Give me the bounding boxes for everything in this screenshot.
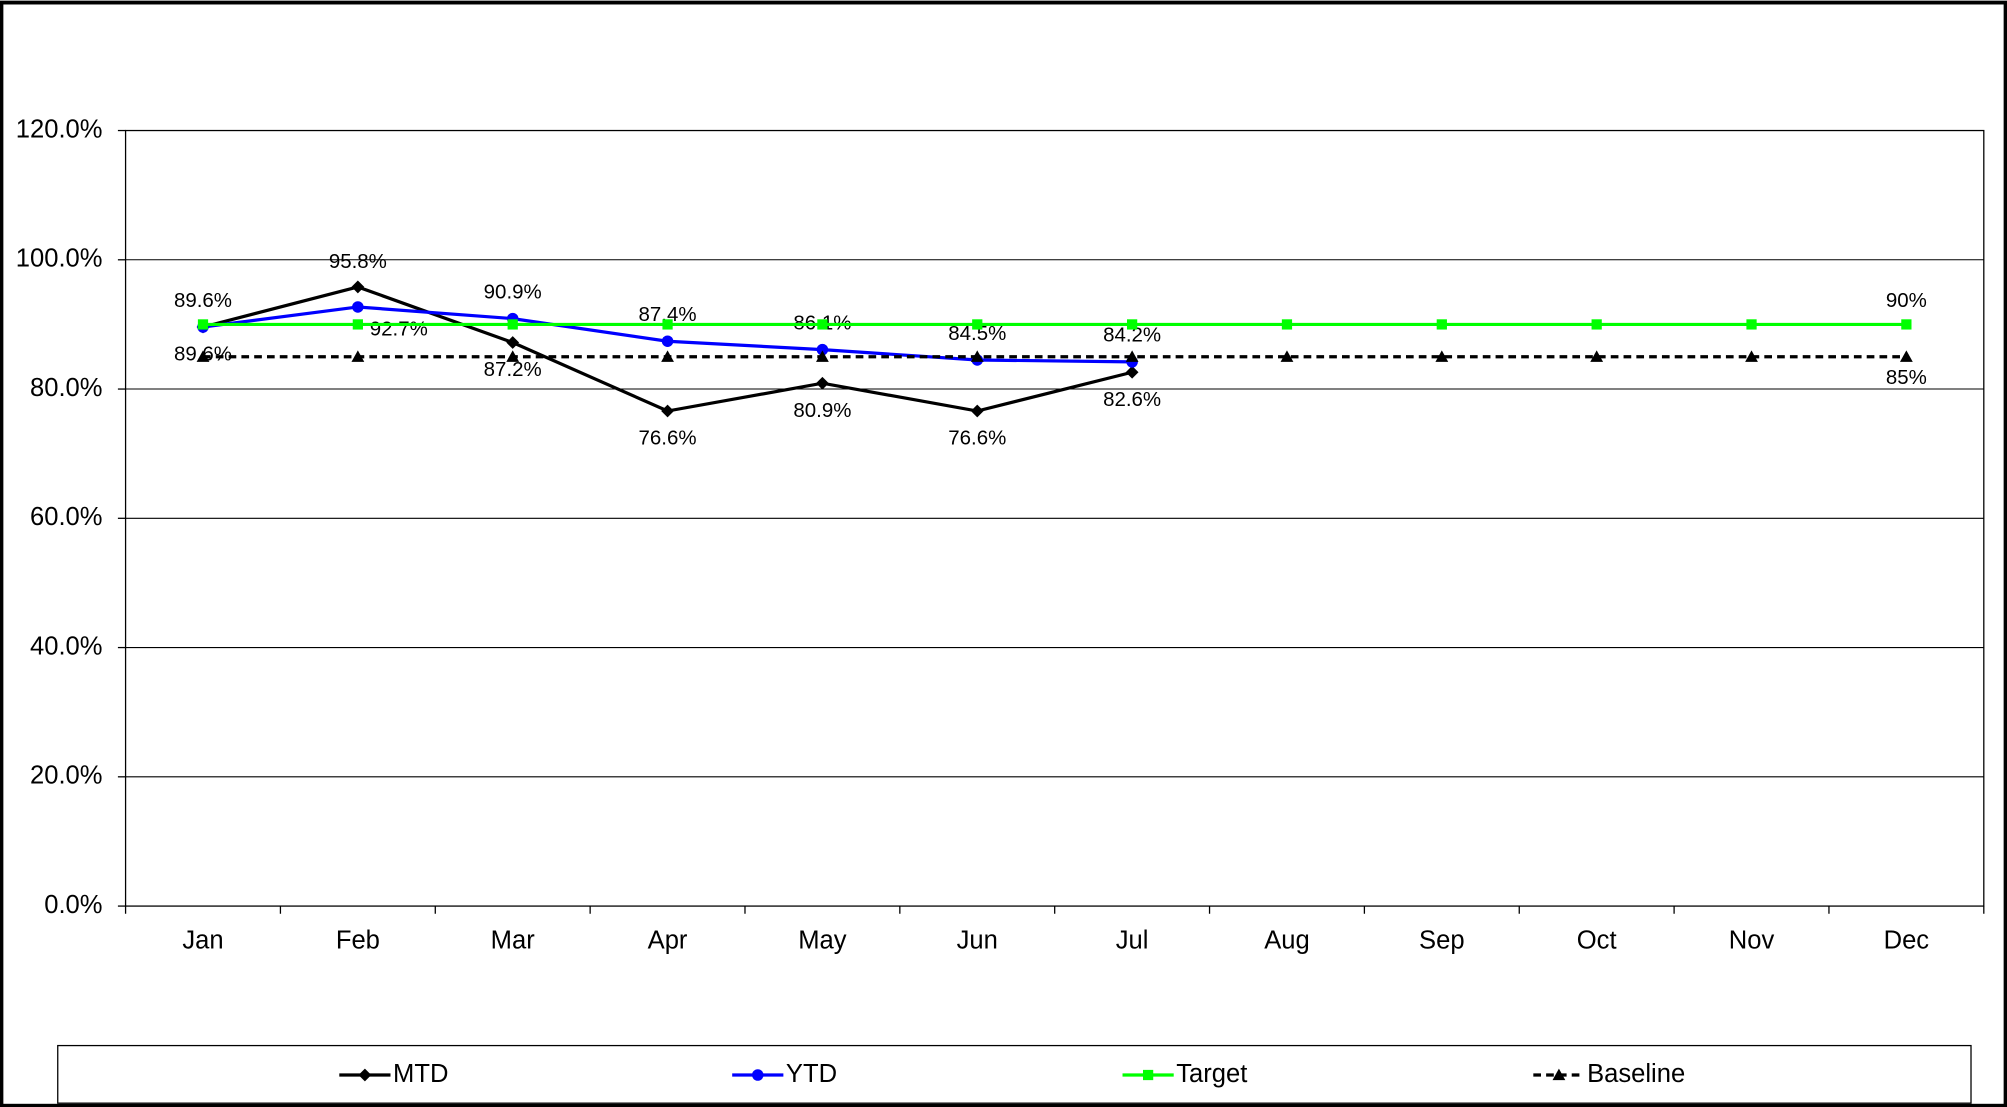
x-tick-label: Jan [182, 927, 223, 955]
x-tick-label: May [798, 927, 847, 955]
data-point [351, 350, 365, 362]
x-tick-label: Dec [1884, 927, 1930, 955]
data-point [1435, 350, 1449, 362]
legend-label: YTD [786, 1060, 837, 1088]
data-label: 89.6% [174, 289, 232, 312]
data-point [506, 350, 520, 362]
data-label: 90.9% [484, 280, 542, 303]
y-tick-label: 60.0% [30, 503, 103, 531]
x-tick-label: Feb [336, 927, 380, 955]
data-label: 84.5% [948, 322, 1006, 345]
x-tick-label: Jul [1116, 927, 1149, 955]
data-point [1745, 350, 1758, 362]
data-label: 90% [1886, 289, 1927, 312]
data-point [816, 350, 829, 362]
y-tick-label: 80.0% [30, 374, 103, 402]
legend-marker [358, 1068, 372, 1082]
x-tick-label: Aug [1264, 927, 1310, 955]
data-point [661, 335, 674, 347]
x-tick-label: Oct [1577, 927, 1617, 955]
data-point [197, 319, 209, 330]
data-point [1125, 365, 1139, 379]
data-point [506, 336, 520, 349]
y-tick-label: 0.0% [44, 891, 102, 919]
x-tick-label: Sep [1419, 927, 1465, 955]
x-tick-label: Jun [957, 927, 998, 955]
legend-marker [1552, 1068, 1566, 1081]
y-tick-label: 100.0% [16, 245, 103, 273]
data-label: 84.2% [1103, 324, 1161, 347]
x-tick-label: Mar [491, 927, 536, 955]
y-tick-label: 20.0% [30, 762, 103, 790]
y-tick-label: 40.0% [30, 632, 103, 660]
data-point [1280, 350, 1294, 362]
data-label: 82.6% [1103, 388, 1161, 411]
data-point [970, 404, 984, 418]
data-point [352, 301, 364, 313]
data-label: 92.7% [370, 317, 428, 340]
x-tick-label: Apr [648, 927, 688, 955]
data-point [352, 319, 363, 330]
legend-label: Target [1176, 1060, 1247, 1088]
data-point [1899, 350, 1913, 362]
data-point [196, 350, 210, 362]
data-point [662, 319, 673, 330]
legend-label: MTD [393, 1060, 448, 1088]
data-point [816, 376, 829, 390]
data-point [817, 319, 828, 330]
legend-marker [752, 1069, 764, 1081]
y-tick-label: 120.0% [16, 115, 103, 143]
data-point [1591, 319, 1602, 330]
data-point [351, 280, 365, 294]
data-point [1746, 319, 1757, 330]
data-label: 87.4% [639, 303, 697, 326]
data-point [1281, 319, 1293, 330]
x-tick-label: Nov [1729, 927, 1775, 955]
data-point [661, 350, 674, 362]
data-label: 95.8% [329, 250, 387, 273]
data-point [1590, 350, 1604, 362]
data-point [1436, 319, 1447, 330]
data-point [507, 319, 518, 330]
data-label: 76.6% [948, 427, 1006, 450]
data-label: 76.6% [639, 427, 697, 450]
data-label: 80.9% [793, 399, 851, 422]
data-point [970, 350, 984, 362]
data-point [1901, 319, 1912, 330]
data-label: 87.2% [484, 358, 542, 381]
data-point [972, 319, 983, 330]
legend-label: Baseline [1587, 1060, 1685, 1088]
data-point [1126, 319, 1138, 330]
data-label: 85% [1886, 366, 1927, 389]
data-point [661, 404, 674, 418]
data-point [816, 343, 829, 356]
data-point [1125, 350, 1139, 362]
legend-marker [1142, 1069, 1154, 1081]
